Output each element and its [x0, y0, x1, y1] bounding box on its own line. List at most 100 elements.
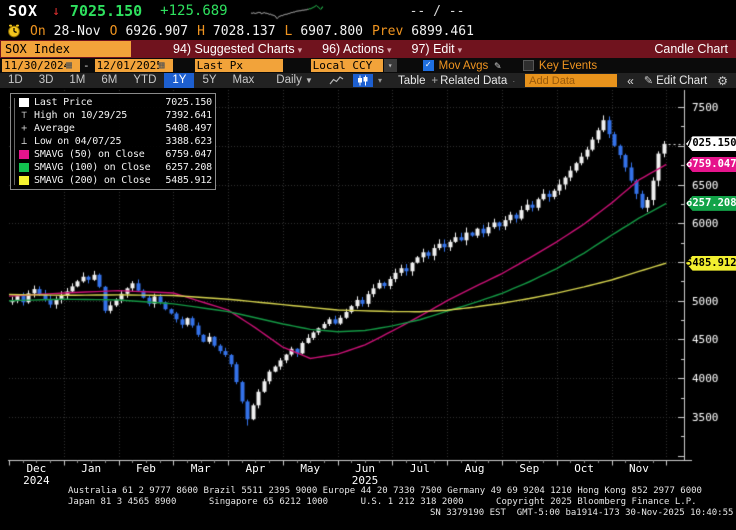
menu-item-number: 97)	[411, 42, 434, 56]
edit-chart-button[interactable]: ✎ Edit Chart	[644, 74, 707, 87]
period-tab-6m[interactable]: 6M	[101, 74, 118, 86]
legend-value: 5408.497	[165, 123, 212, 134]
chart-type-dropdown-caret[interactable]: ▾	[377, 76, 382, 85]
calendar-icon[interactable]: ▦	[66, 60, 73, 71]
legend-marker-icon: ⊤	[21, 110, 27, 121]
x-axis-month-label: May	[300, 462, 321, 475]
gear-icon[interactable]: ⚙	[717, 73, 728, 88]
legend-row[interactable]: ⊤ High on 10/29/25 7392.641	[15, 109, 212, 122]
legend-swatch	[19, 176, 29, 185]
legend-value: 5485.912	[165, 175, 212, 186]
open-value: 6926.907	[125, 23, 189, 39]
currency-selector-group: Local CCY ▾	[310, 59, 397, 72]
axis-price-badge: 6257.208	[686, 195, 736, 211]
tick-down-arrow-icon: ↓	[52, 3, 60, 19]
legend-row[interactable]: ⊥ Low on 04/07/25 3388.623	[15, 135, 212, 148]
legend-row[interactable]: SMAVG (200) on Close 5485.912	[15, 174, 212, 187]
menu-item-edit[interactable]: 97) Edit ▾	[412, 42, 463, 56]
legend-value: 7392.641	[165, 110, 212, 121]
table-view-button[interactable]: Table	[397, 74, 426, 87]
clock-icon	[7, 24, 21, 38]
footer-line: Japan 81 3 4565 8900 Singapore 65 6212 1…	[68, 497, 697, 507]
menu-item-label: Actions	[343, 42, 384, 56]
menu-item-label: Edit	[433, 42, 455, 56]
chart-toolbar: ▦ - ▦ Last Px Local CCY ▾ ✓ Mov Avgs ✎ K…	[0, 58, 736, 73]
chart-legend: Last Price 7025.150 ⊤ High on 10/29/25 7392.…	[10, 93, 216, 190]
mov-avgs-label[interactable]: Mov Avgs	[438, 59, 489, 72]
candle-chart-type-button[interactable]	[352, 74, 373, 87]
chevron-down-icon: ▼	[305, 76, 313, 85]
menu-item-suggested-charts[interactable]: 94) Suggested Charts ▾	[173, 42, 302, 56]
legend-value: 6257.208	[165, 162, 212, 173]
period-tab-max[interactable]: Max	[232, 74, 255, 86]
chart-type-title: Candle Chart	[654, 42, 728, 56]
legend-label: Average	[34, 123, 75, 134]
collapse-panel-button[interactable]: «	[627, 73, 634, 88]
footer-line: SN 3379190 EST GMT-5:00 ba1914-173 30-No…	[430, 508, 734, 518]
axis-price-badge: 5485.912	[686, 255, 736, 271]
edit-mov-avgs-pencil-icon[interactable]: ✎	[494, 59, 501, 72]
date-from-field[interactable]: ▦	[2, 59, 80, 72]
legend-label: Low on 04/07/25	[34, 136, 122, 147]
price-change: +125.689	[160, 3, 228, 19]
frequency-selector[interactable]: Daily ▼	[268, 73, 321, 88]
x-axis-month-label: Mar	[190, 462, 211, 475]
calendar-icon[interactable]: ▦	[158, 60, 165, 71]
legend-swatch	[19, 98, 29, 107]
x-axis-month-label: Jun	[355, 462, 375, 475]
x-axis-month-label: Dec	[26, 462, 47, 475]
menu-bar: SOX Index 94) Suggested Charts ▾ 96) Actio…	[0, 40, 736, 58]
legend-label: SMAVG (50) on Close	[34, 149, 145, 160]
security-name-box[interactable]: SOX Index	[1, 41, 131, 57]
date-to-input[interactable]	[96, 59, 159, 72]
x-axis-month-label: Feb	[136, 462, 156, 475]
date-to-field[interactable]: ▦	[94, 59, 173, 72]
legend-average-icon: +	[21, 123, 27, 134]
legend-row[interactable]: Last Price 7025.150	[15, 96, 212, 109]
period-tab-ytd[interactable]: YTD	[133, 74, 157, 86]
period-tab-1y[interactable]: 1Y	[164, 73, 195, 88]
prev-value: 6899.461	[411, 23, 474, 39]
related-data-button[interactable]: + Related Data ·	[431, 75, 515, 87]
period-tab-3d[interactable]: 3D	[38, 74, 54, 86]
key-events-checkbox[interactable]	[522, 60, 534, 71]
menu-item-actions[interactable]: 96) Actions ▾	[322, 42, 391, 56]
legend-label: SMAVG (100) on Close	[34, 162, 151, 173]
legend-row[interactable]: + Average 5408.497	[15, 122, 212, 135]
currency-dropdown-button[interactable]: ▾	[383, 59, 397, 72]
line-chart-type-button[interactable]	[327, 74, 347, 87]
x-axis-month-label: Apr	[245, 462, 266, 475]
chevron-down-icon: ▾	[457, 45, 463, 55]
chevron-down-icon: ·	[510, 76, 516, 86]
period-tab-1d[interactable]: 1D	[8, 74, 23, 86]
high-label: H	[197, 23, 205, 39]
period-tab-1m[interactable]: 1M	[69, 74, 86, 86]
price-field-selector[interactable]: Last Px	[194, 59, 283, 72]
x-axis-month-label: Sep	[519, 462, 540, 475]
axis-price-badge: 6759.047	[686, 156, 736, 172]
period-tab-5y[interactable]: 5Y	[202, 74, 217, 86]
legend-row[interactable]: SMAVG (100) on Close 6257.208	[15, 161, 212, 174]
key-events-label[interactable]: Key Events	[538, 59, 598, 72]
date-from-input[interactable]	[4, 59, 66, 72]
menu-items: 94) Suggested Charts ▾ 96) Actions ▾ 97) Edi…	[173, 42, 462, 56]
footer-line: Australia 61 2 9777 8600 Brazil 5511 239…	[68, 486, 702, 496]
frequency-label: Daily	[276, 74, 302, 86]
period-tabs: 1D 3D 1M 6M YTD 1Y 5Y Max	[0, 73, 262, 88]
currency-selector[interactable]: Local CCY	[310, 59, 383, 72]
key-events-group: Key Events	[522, 59, 598, 72]
legend-label: High on 10/29/25	[34, 110, 128, 121]
x-axis-year-label: 2024	[23, 474, 50, 487]
x-axis-month-label: Jan	[81, 462, 102, 475]
ticker-symbol: SOX	[8, 2, 39, 20]
axis-price-badge: 7025.150	[686, 136, 736, 152]
mov-avgs-checkbox[interactable]: ✓	[422, 60, 434, 71]
low-label: L	[284, 23, 293, 39]
add-data-input[interactable]	[525, 74, 618, 87]
chevron-down-icon: ▾	[387, 45, 392, 55]
x-axis-month-label: Aug	[464, 462, 485, 475]
legend-row[interactable]: SMAVG (50) on Close 6759.047	[15, 148, 212, 161]
legend-marker-icon: ⊥	[21, 136, 27, 147]
low-value: 6907.800	[300, 23, 363, 39]
